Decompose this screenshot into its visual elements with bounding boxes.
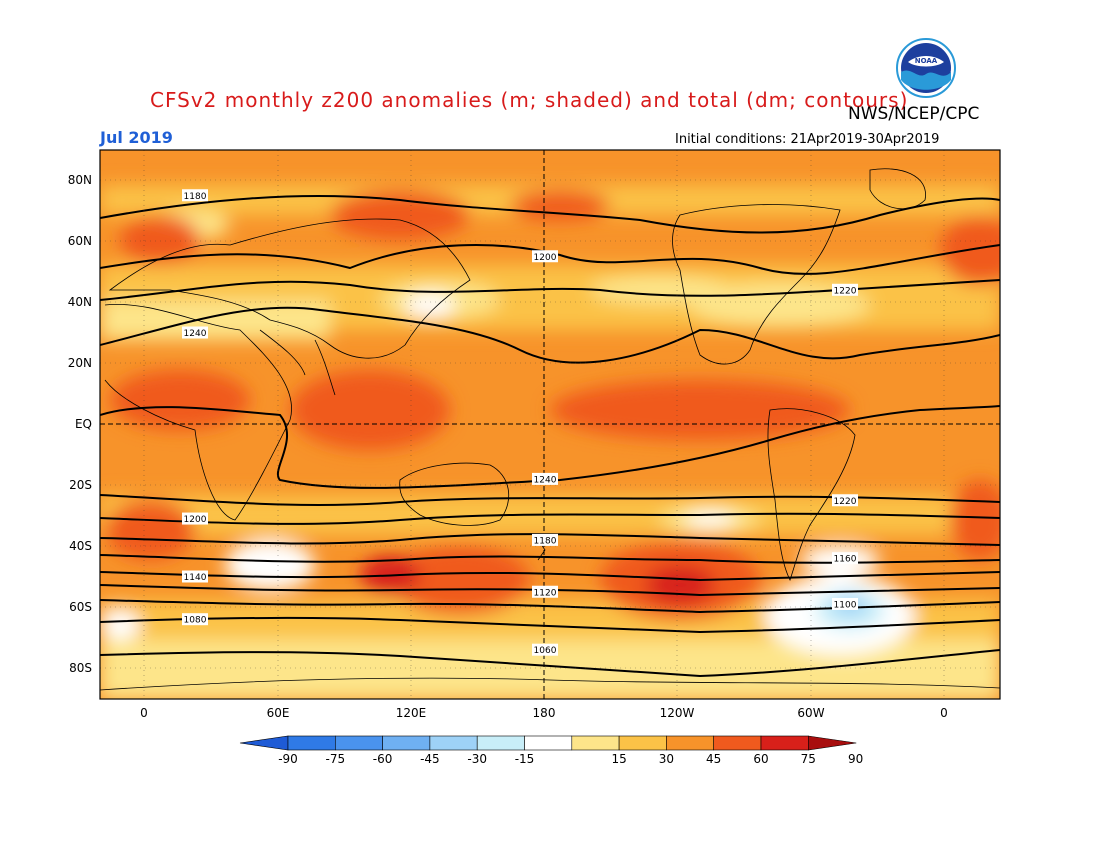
- colorbar-label: 90: [847, 752, 864, 766]
- lon-label: 120W: [659, 706, 695, 720]
- contour-label: 1240: [534, 475, 557, 485]
- lon-label: 60W: [797, 706, 825, 720]
- contour-label: 1220: [834, 497, 857, 507]
- contour-label-bg: [832, 283, 858, 296]
- lat-label: 20S: [69, 478, 92, 492]
- contour-label: 1080: [184, 616, 207, 626]
- colorbar-swatch: [524, 735, 573, 751]
- lon-label: 120E: [395, 706, 427, 720]
- contour-label-bg: [532, 250, 558, 263]
- contour-label-bg: [832, 552, 858, 565]
- lat-label: 80N: [67, 173, 92, 187]
- contour-label: 1200: [184, 515, 207, 525]
- contour-label-bg: [182, 613, 208, 626]
- contour-label-bg: [182, 512, 208, 525]
- contour-label-bg: [832, 597, 858, 610]
- lat-label: 20N: [67, 356, 92, 370]
- contour-label: 1180: [184, 192, 207, 202]
- chart-title: CFSv2 monthly z200 anomalies (m; shaded)…: [150, 88, 909, 112]
- colorbar-label: 30: [658, 752, 675, 766]
- colorbar-label: 45: [706, 752, 722, 766]
- colorbar-arrow-low: [239, 735, 289, 751]
- lat-label: 60S: [69, 600, 92, 614]
- contour-label: 1220: [834, 286, 857, 296]
- contour-label: 1240: [184, 329, 207, 339]
- contour-label: 1200: [534, 253, 557, 263]
- lat-label: 80S: [69, 661, 92, 675]
- colorbar-swatch: [334, 735, 383, 751]
- colorbar-label: 75: [800, 752, 816, 766]
- colorbar-swatch: [760, 735, 809, 751]
- colorbar-label: 15: [611, 752, 627, 766]
- contour-labels: 1180 1200 1220 1240 1240 1220 1200 1180 1160 1140…: [182, 189, 858, 656]
- colorbar-label: -75: [325, 752, 346, 766]
- colorbar-swatch: [287, 735, 336, 751]
- svg-text:NOAA: NOAA: [915, 57, 938, 65]
- lat-label: 60N: [67, 234, 92, 248]
- initial-conditions: Initial conditions: 21Apr2019-30Apr2019: [675, 132, 940, 147]
- lat-label: 40N: [67, 295, 92, 309]
- colorbar-swatch: [382, 735, 431, 751]
- colorbar-label: -60: [372, 752, 393, 766]
- colorbar-label: -30: [467, 752, 487, 766]
- contour-label-bg: [182, 189, 208, 202]
- colorbar-arrow-high: [807, 735, 857, 751]
- contour-label: 1160: [834, 555, 857, 565]
- contour-label-bg: [532, 472, 558, 485]
- colorbar-swatch: [571, 735, 620, 751]
- colorbar-label: -90: [278, 752, 298, 766]
- lon-label: 0: [140, 706, 148, 720]
- colorbar-label: -15: [514, 752, 535, 766]
- contour-label: 1140: [184, 573, 207, 583]
- contour-label-bg: [832, 494, 858, 507]
- lat-label: EQ: [74, 417, 92, 431]
- contour-label: 1060: [534, 646, 557, 656]
- lon-label: 60E: [266, 706, 290, 720]
- contour-label-bg: [182, 570, 208, 583]
- contour-label-bg: [532, 585, 558, 598]
- contour-label-bg: [532, 533, 558, 546]
- map-frame: [99, 149, 1001, 700]
- noaa-logo-icon: NOAA: [896, 38, 956, 98]
- contour-label-bg: [182, 326, 208, 339]
- colorbar-swatch: [666, 735, 715, 751]
- lat-label: 40S: [69, 539, 92, 553]
- colorbar: [239, 735, 857, 751]
- colorbar-swatch: [713, 735, 762, 751]
- colorbar-swatch: [476, 735, 525, 751]
- colorbar-label: -45: [420, 752, 440, 766]
- colorbar-swatch: [429, 735, 478, 751]
- colorbar-label: 60: [753, 752, 769, 766]
- contour-label-bg: [532, 643, 558, 656]
- agency-label: NWS/NCEP/CPC: [848, 104, 980, 124]
- lon-label: 0: [940, 706, 948, 720]
- shaded-field: 1180 1200 1220 1240 1240 1220 1200 1180 1160 1140…: [100, 150, 1000, 699]
- lon-label: 180: [532, 706, 556, 720]
- contour-label: 1120: [534, 588, 557, 598]
- valid-month: Jul 2019: [100, 128, 173, 147]
- contour-label: 1180: [534, 536, 557, 546]
- contour-label: 1100: [834, 600, 857, 610]
- colorbar-swatch: [618, 735, 667, 751]
